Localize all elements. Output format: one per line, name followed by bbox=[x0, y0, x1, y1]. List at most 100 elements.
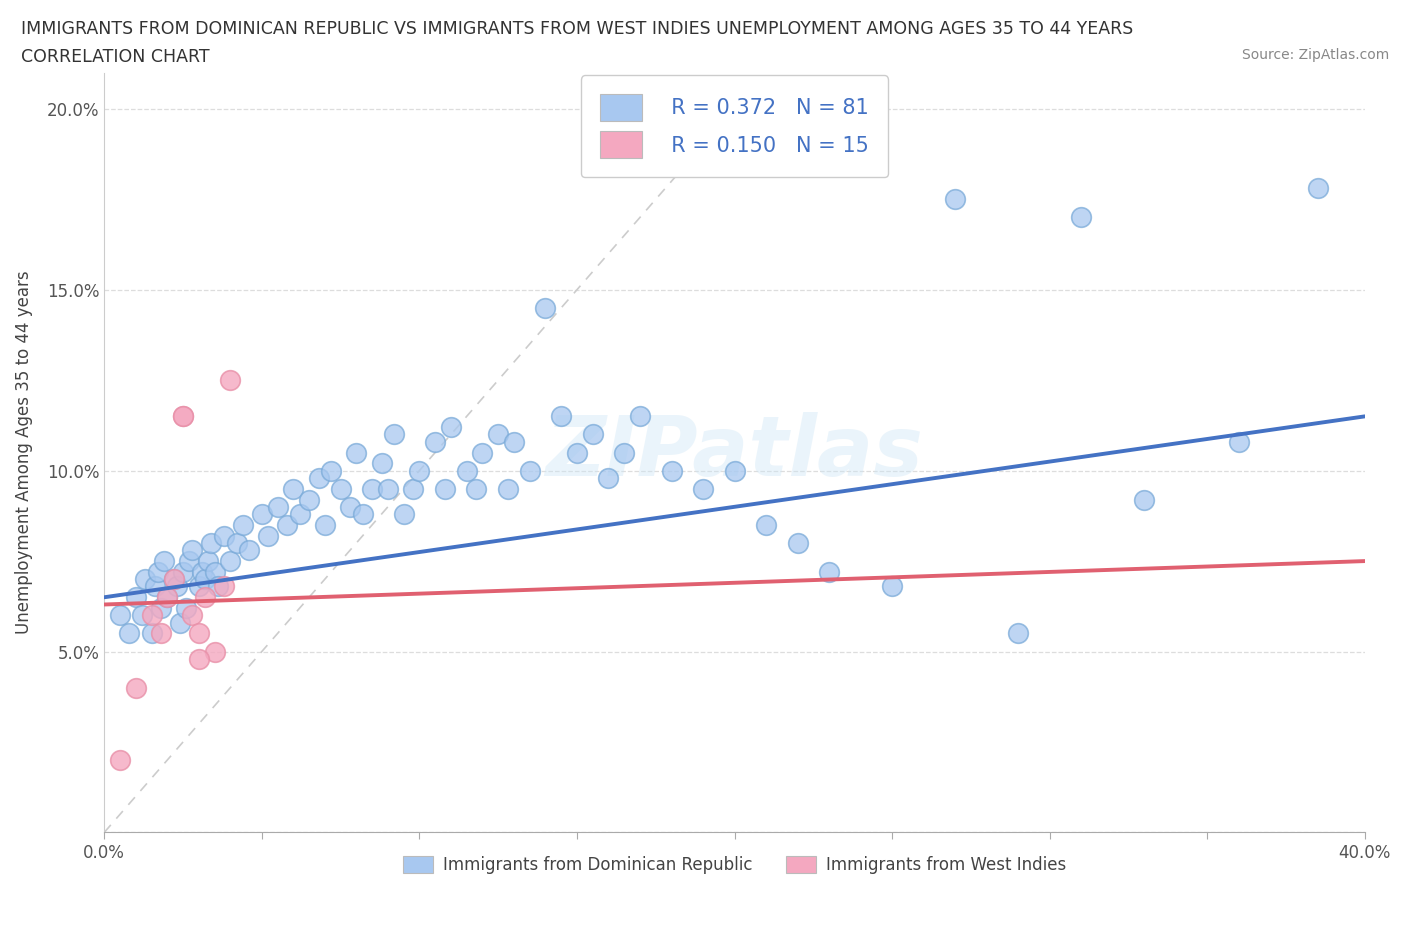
Point bbox=[440, 419, 463, 434]
Point bbox=[250, 507, 273, 522]
Point bbox=[191, 565, 214, 579]
Point bbox=[486, 427, 509, 442]
Point bbox=[149, 626, 172, 641]
Point bbox=[283, 482, 305, 497]
Point bbox=[582, 427, 605, 442]
Point bbox=[181, 608, 204, 623]
Point bbox=[321, 463, 343, 478]
Point bbox=[108, 752, 131, 767]
Point bbox=[153, 553, 176, 568]
Point bbox=[232, 517, 254, 532]
Point bbox=[172, 409, 194, 424]
Point bbox=[692, 482, 714, 497]
Point bbox=[238, 543, 260, 558]
Point bbox=[276, 517, 298, 532]
Text: ZIPatlas: ZIPatlas bbox=[546, 412, 924, 493]
Y-axis label: Unemployment Among Ages 35 to 44 years: Unemployment Among Ages 35 to 44 years bbox=[15, 271, 32, 634]
Point bbox=[156, 590, 179, 604]
Point bbox=[169, 615, 191, 630]
Point bbox=[288, 507, 311, 522]
Point bbox=[818, 565, 841, 579]
Point bbox=[266, 499, 288, 514]
Point bbox=[125, 680, 148, 695]
Point bbox=[212, 579, 235, 594]
Point bbox=[1227, 434, 1250, 449]
Point bbox=[503, 434, 526, 449]
Point bbox=[156, 590, 179, 604]
Point bbox=[723, 463, 745, 478]
Point bbox=[187, 626, 209, 641]
Point bbox=[382, 427, 405, 442]
Point bbox=[146, 565, 169, 579]
Point bbox=[207, 579, 229, 594]
Point bbox=[108, 608, 131, 623]
Point bbox=[534, 300, 557, 315]
Point bbox=[496, 482, 519, 497]
Point bbox=[352, 507, 374, 522]
Point bbox=[219, 373, 242, 388]
Point bbox=[361, 482, 384, 497]
Text: Source: ZipAtlas.com: Source: ZipAtlas.com bbox=[1241, 48, 1389, 62]
Point bbox=[565, 445, 588, 460]
Point bbox=[755, 517, 778, 532]
Point bbox=[219, 553, 242, 568]
Point bbox=[204, 565, 226, 579]
Point bbox=[134, 572, 156, 587]
Point bbox=[172, 565, 194, 579]
Point bbox=[943, 192, 966, 206]
Point bbox=[194, 590, 217, 604]
Point bbox=[257, 528, 280, 543]
Point bbox=[162, 572, 184, 587]
Point bbox=[598, 471, 620, 485]
Legend: Immigrants from Dominican Republic, Immigrants from West Indies: Immigrants from Dominican Republic, Immi… bbox=[396, 850, 1073, 881]
Point bbox=[125, 590, 148, 604]
Text: CORRELATION CHART: CORRELATION CHART bbox=[21, 48, 209, 66]
Point bbox=[661, 463, 683, 478]
Point bbox=[143, 579, 166, 594]
Point bbox=[613, 445, 636, 460]
Point bbox=[197, 553, 219, 568]
Point bbox=[550, 409, 572, 424]
Point bbox=[370, 456, 392, 471]
Point bbox=[225, 536, 247, 551]
Point bbox=[166, 579, 188, 594]
Point bbox=[1306, 181, 1329, 196]
Point bbox=[456, 463, 478, 478]
Point bbox=[187, 579, 209, 594]
Point bbox=[131, 608, 153, 623]
Point bbox=[174, 601, 197, 616]
Point bbox=[408, 463, 430, 478]
Point bbox=[377, 482, 399, 497]
Point bbox=[204, 644, 226, 659]
Point bbox=[187, 651, 209, 666]
Point bbox=[298, 492, 321, 507]
Point bbox=[141, 608, 163, 623]
Point bbox=[118, 626, 141, 641]
Point bbox=[172, 409, 194, 424]
Point bbox=[433, 482, 456, 497]
Point bbox=[212, 528, 235, 543]
Point bbox=[628, 409, 651, 424]
Point bbox=[308, 471, 330, 485]
Point bbox=[141, 626, 163, 641]
Point bbox=[880, 579, 903, 594]
Point bbox=[786, 536, 808, 551]
Point bbox=[344, 445, 367, 460]
Point bbox=[1133, 492, 1156, 507]
Point bbox=[339, 499, 361, 514]
Point bbox=[1070, 210, 1092, 225]
Point bbox=[179, 553, 201, 568]
Point bbox=[329, 482, 352, 497]
Text: IMMIGRANTS FROM DOMINICAN REPUBLIC VS IMMIGRANTS FROM WEST INDIES UNEMPLOYMENT A: IMMIGRANTS FROM DOMINICAN REPUBLIC VS IM… bbox=[21, 20, 1133, 38]
Point bbox=[471, 445, 494, 460]
Point bbox=[200, 536, 222, 551]
Point bbox=[314, 517, 336, 532]
Point bbox=[162, 572, 184, 587]
Point bbox=[519, 463, 541, 478]
Point bbox=[423, 434, 446, 449]
Point bbox=[392, 507, 415, 522]
Point bbox=[1007, 626, 1029, 641]
Point bbox=[465, 482, 488, 497]
Point bbox=[181, 543, 204, 558]
Point bbox=[149, 601, 172, 616]
